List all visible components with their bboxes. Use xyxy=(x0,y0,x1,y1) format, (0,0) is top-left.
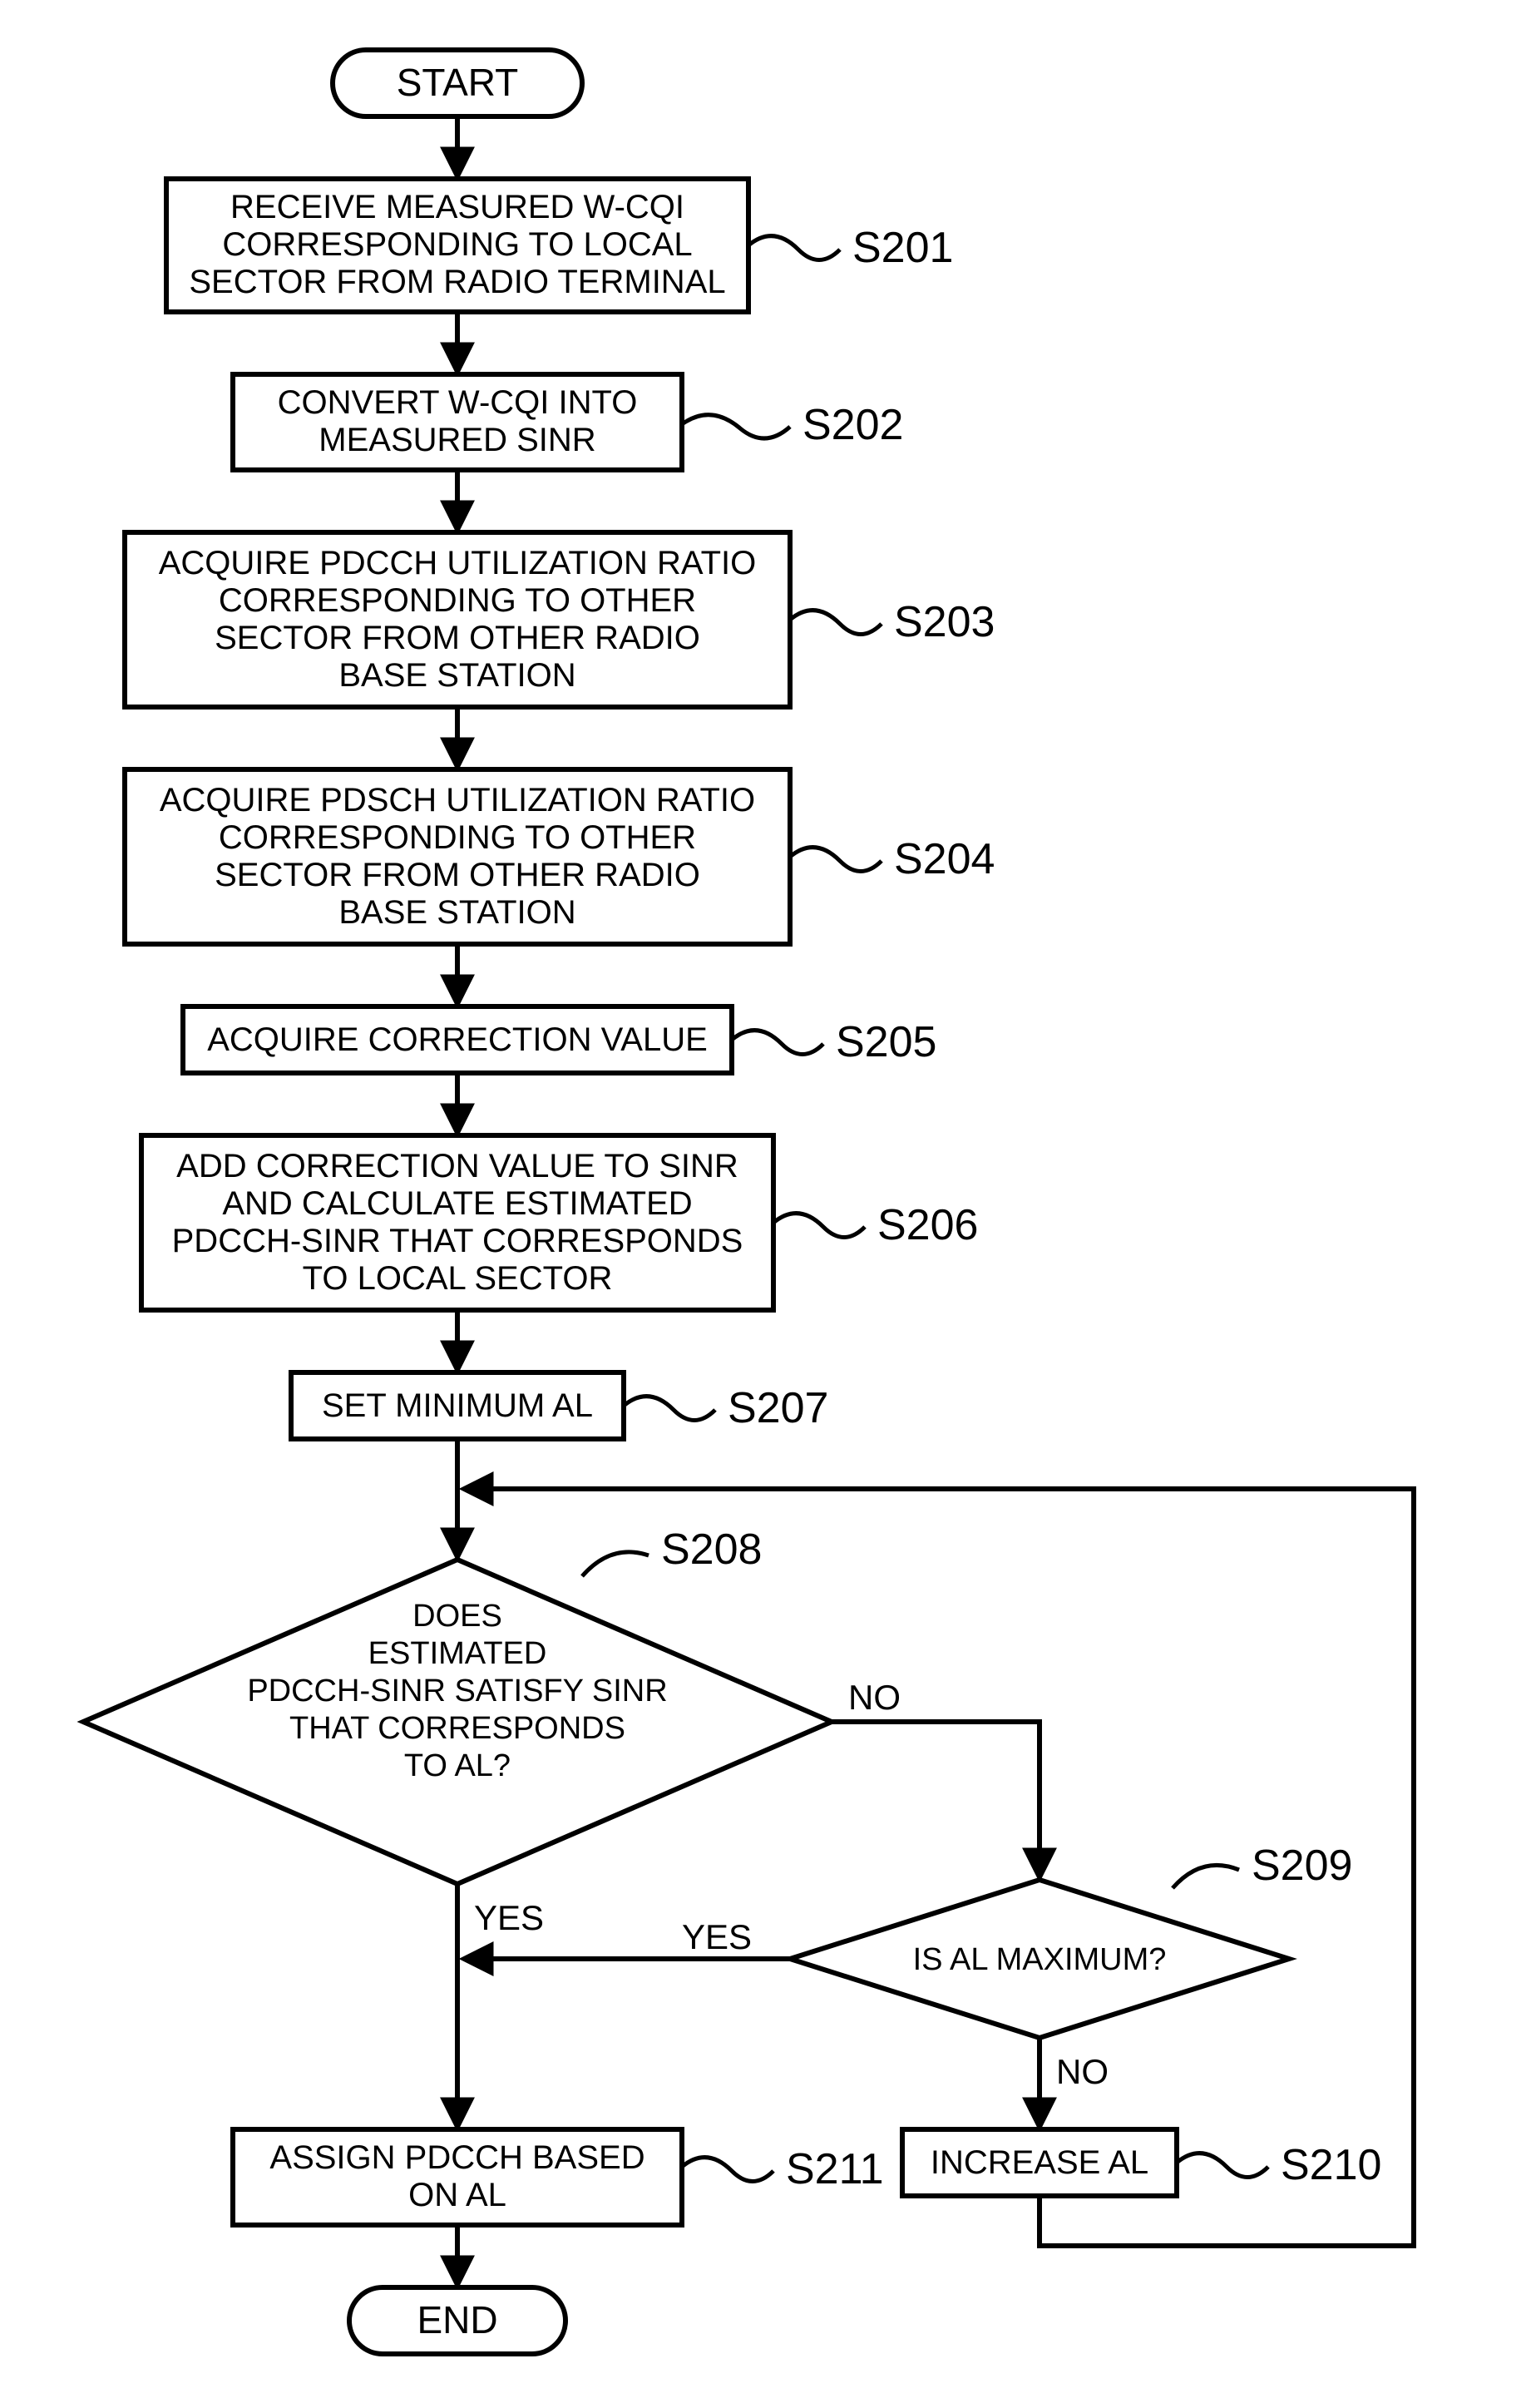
s204-line0: ACQUIRE PDSCH UTILIZATION RATIO xyxy=(160,782,755,818)
s203-line3: BASE STATION xyxy=(338,657,575,694)
s208-yes-text: YES xyxy=(474,1898,544,1937)
s206-line0: ADD CORRECTION VALUE TO SINR xyxy=(176,1148,738,1184)
s211-leader xyxy=(682,2158,773,2182)
s211-line1: ON AL xyxy=(408,2177,506,2213)
s204-leader xyxy=(790,848,882,872)
end-terminator: END xyxy=(349,2287,565,2354)
s201-leader xyxy=(748,236,840,260)
s206-line3: TO LOCAL SECTOR xyxy=(303,1260,613,1297)
s209-line0: IS AL MAXIMUM? xyxy=(913,1942,1167,1977)
s203-box: ACQUIRE PDCCH UTILIZATION RATIO CORRESPO… xyxy=(125,532,790,707)
s202-box: CONVERT W-CQI INTO MEASURED SINR xyxy=(233,374,682,470)
end-label: END xyxy=(417,2298,497,2341)
s210-leader xyxy=(1177,2153,1268,2178)
s204-line2: SECTOR FROM OTHER RADIO xyxy=(215,857,700,893)
s202-line0: CONVERT W-CQI INTO xyxy=(278,384,638,421)
s205-line0: ACQUIRE CORRECTION VALUE xyxy=(207,1021,708,1058)
s210-line0: INCREASE AL xyxy=(931,2144,1148,2181)
s207-box: SET MINIMUM AL xyxy=(291,1372,624,1439)
s206-line1: AND CALCULATE ESTIMATED xyxy=(222,1185,692,1222)
s208-label: S208 xyxy=(661,1525,762,1574)
s204-label: S204 xyxy=(894,835,995,883)
s208-line4: TO AL? xyxy=(404,1748,511,1783)
s210-label: S210 xyxy=(1281,2141,1381,2189)
s207-label: S207 xyxy=(728,1384,828,1432)
s208-leader xyxy=(582,1552,649,1576)
s207-line0: SET MINIMUM AL xyxy=(322,1387,593,1424)
s202-label: S202 xyxy=(803,401,903,449)
start-label: START xyxy=(397,61,519,104)
s206-box: ADD CORRECTION VALUE TO SINR AND CALCULA… xyxy=(141,1135,773,1310)
s211-label: S211 xyxy=(786,2145,884,2193)
s203-label: S203 xyxy=(894,598,995,646)
s210-box: INCREASE AL xyxy=(902,2129,1177,2196)
s208-line0: DOES xyxy=(412,1599,502,1634)
s211-line0: ASSIGN PDCCH BASED xyxy=(269,2139,644,2176)
s208-line3: THAT CORRESPONDS xyxy=(289,1711,625,1746)
s201-line0: RECEIVE MEASURED W-CQI xyxy=(230,189,684,225)
s201-label: S201 xyxy=(852,224,953,272)
s209-no-text: NO xyxy=(1056,2052,1109,2091)
s209-decision: IS AL MAXIMUM? xyxy=(790,1880,1289,2038)
s205-box: ACQUIRE CORRECTION VALUE xyxy=(183,1006,732,1073)
s205-label: S205 xyxy=(836,1018,936,1066)
s203-line0: ACQUIRE PDCCH UTILIZATION RATIO xyxy=(159,545,757,581)
s211-box: ASSIGN PDCCH BASED ON AL xyxy=(233,2129,682,2225)
s203-leader xyxy=(790,611,882,635)
s204-line3: BASE STATION xyxy=(338,894,575,931)
s209-label: S209 xyxy=(1252,1842,1352,1890)
s201-line1: CORRESPONDING TO LOCAL xyxy=(222,226,692,263)
s203-line2: SECTOR FROM OTHER RADIO xyxy=(215,620,700,656)
s202-line1: MEASURED SINR xyxy=(319,422,595,458)
s203-line1: CORRESPONDING TO OTHER xyxy=(219,582,696,619)
s208-decision: DOES ESTIMATED PDCCH-SINR SATISFY SINR T… xyxy=(83,1560,832,1884)
s208-line2: PDCCH-SINR SATISFY SINR xyxy=(247,1674,667,1708)
s206-leader xyxy=(773,1214,865,1238)
s207-leader xyxy=(624,1397,715,1421)
s209-leader xyxy=(1173,1865,1239,1888)
s202-leader xyxy=(682,415,790,438)
s209-yes-text: YES xyxy=(682,1917,752,1956)
s201-box: RECEIVE MEASURED W-CQI CORRESPONDING TO … xyxy=(166,179,748,312)
s206-label: S206 xyxy=(877,1201,978,1249)
s204-line1: CORRESPONDING TO OTHER xyxy=(219,819,696,856)
s204-box: ACQUIRE PDSCH UTILIZATION RATIO CORRESPO… xyxy=(125,769,790,944)
s208-line1: ESTIMATED xyxy=(368,1636,547,1671)
arrow-s208-no xyxy=(832,1722,1040,1876)
s206-line2: PDCCH-SINR THAT CORRESPONDS xyxy=(172,1223,743,1259)
s201-line2: SECTOR FROM RADIO TERMINAL xyxy=(189,264,725,300)
s208-no-text: NO xyxy=(848,1678,901,1717)
start-terminator: START xyxy=(333,50,582,116)
s205-leader xyxy=(732,1031,823,1055)
